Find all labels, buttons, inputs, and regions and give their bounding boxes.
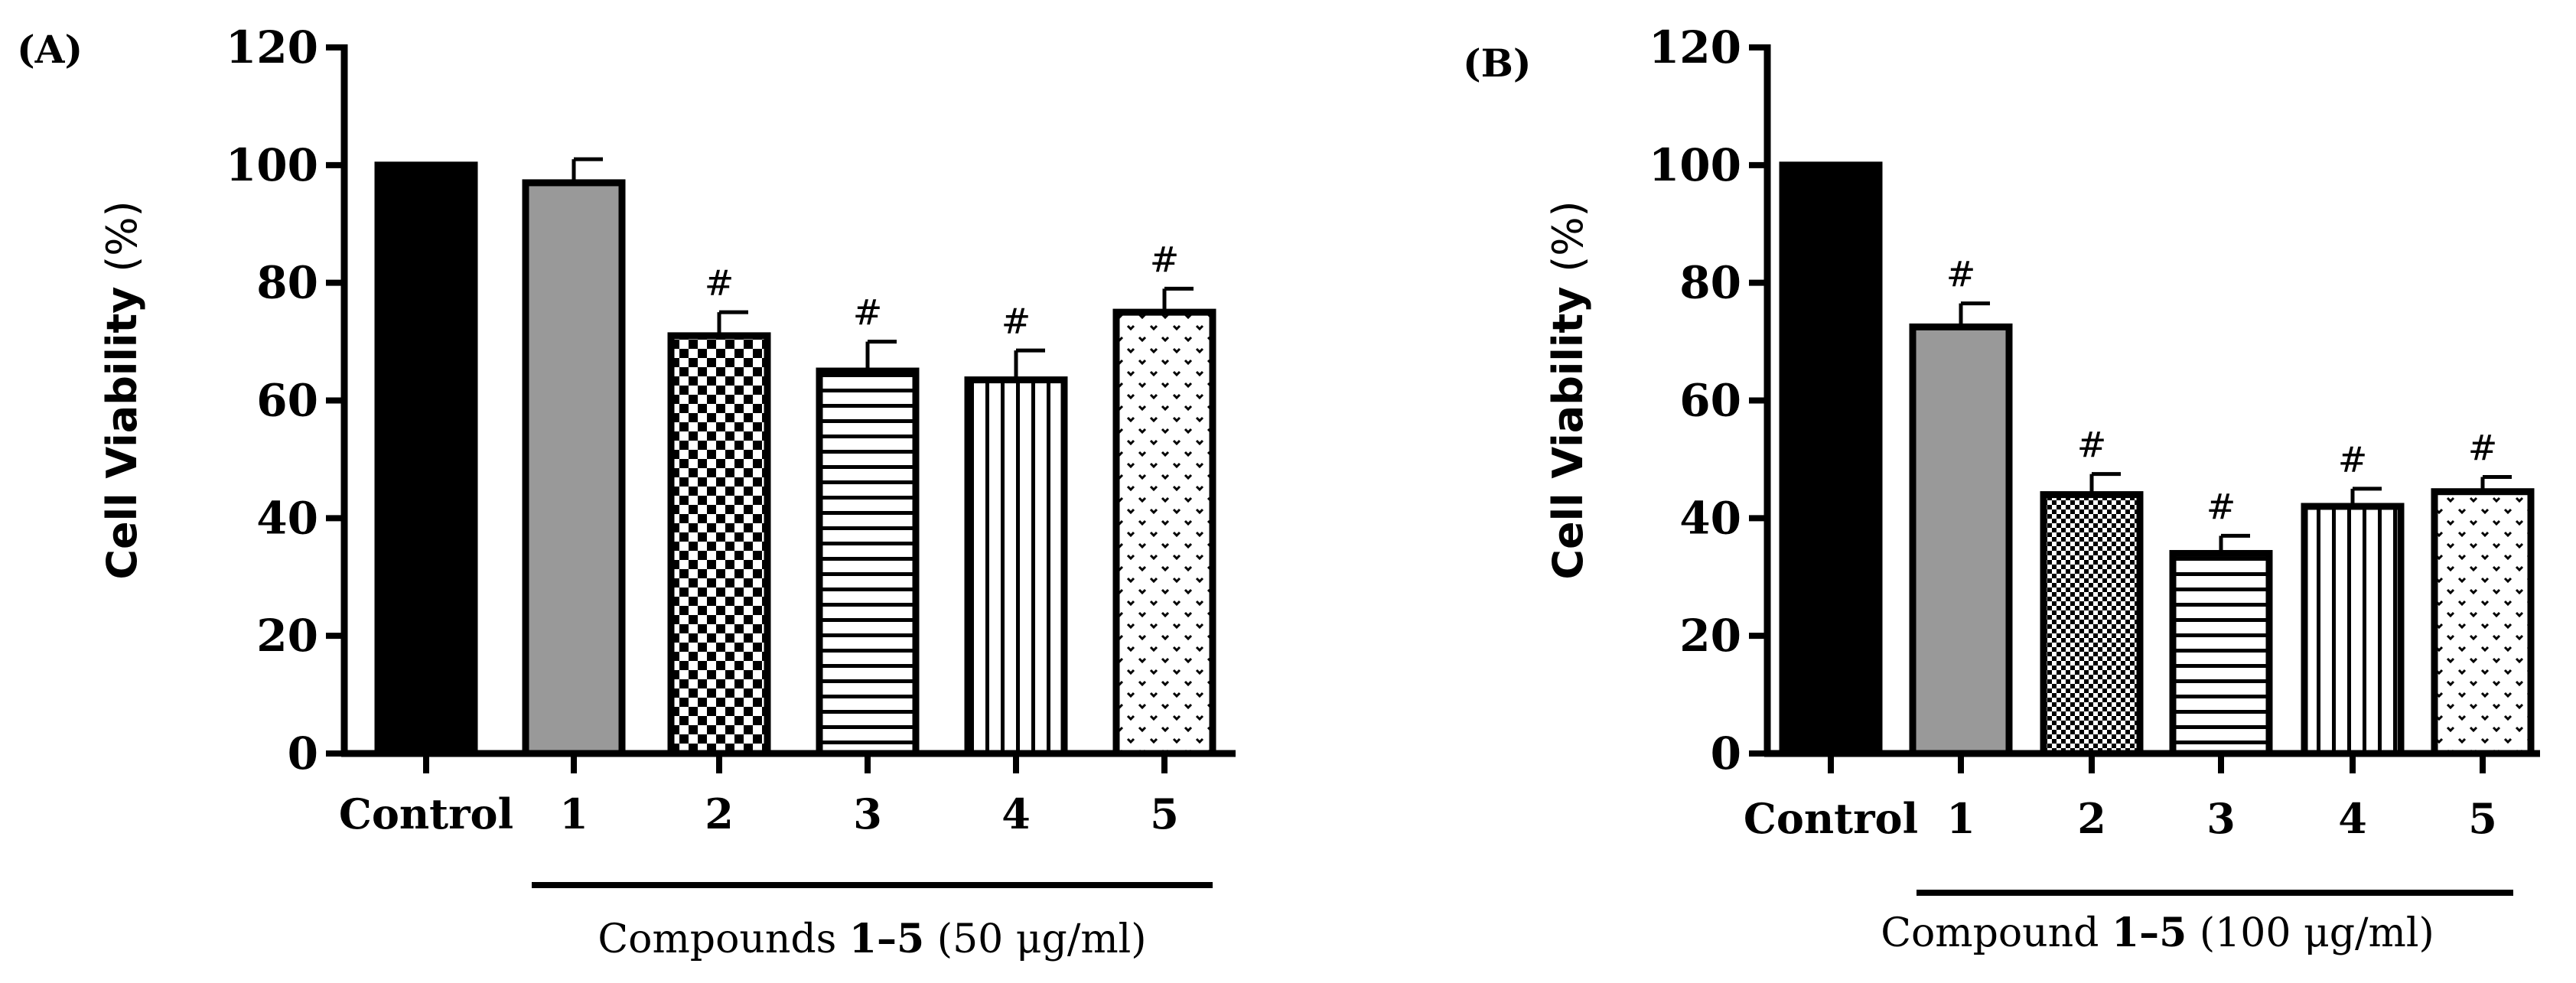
y-tick-label: 20 xyxy=(256,610,318,662)
y-tick-label: 60 xyxy=(1679,375,1741,427)
bar-2 xyxy=(2040,491,2144,757)
bracket-range: 1–5 xyxy=(2112,910,2187,956)
x-tick-label: 4 xyxy=(2338,794,2367,843)
bracket-suffix: (100 μg/ml) xyxy=(2187,910,2434,956)
x-tick-label: Control xyxy=(339,789,513,838)
x-tick-label: 3 xyxy=(853,789,882,838)
axes xyxy=(1763,44,2540,773)
x-tick-label: 1 xyxy=(1946,794,1975,843)
x-tick-label: 1 xyxy=(559,789,588,838)
bracket-prefix: Compound xyxy=(1881,910,2112,956)
bar-control xyxy=(1779,161,1883,757)
y-axis-label: Cell Viability (%) xyxy=(98,200,146,579)
y-axis-label-unit: (%) xyxy=(1544,200,1592,272)
bar-4 xyxy=(2301,503,2405,757)
y-axis-label-main: Cell Viability xyxy=(98,272,146,580)
bar-control xyxy=(374,161,478,757)
bars: # # # # # xyxy=(1779,161,2535,757)
y-tick-label: 0 xyxy=(1711,727,1741,780)
y-tick-label: 100 xyxy=(226,139,318,191)
y-tick-label: 100 xyxy=(1649,139,1741,191)
y-tick-label: 120 xyxy=(226,21,318,73)
panel-a: (A) Cell Viability (%) 0 20 40 60 80 100 120 #… xyxy=(17,21,1236,962)
y-tick-label: 80 xyxy=(256,257,318,309)
axes xyxy=(340,44,1236,773)
y-tick-label: 40 xyxy=(1679,492,1741,544)
y-ticks: 0 20 40 60 80 100 120 xyxy=(226,21,344,780)
bar-3 xyxy=(816,367,920,757)
y-tick-label: 20 xyxy=(1679,610,1741,662)
x-tick-label: 5 xyxy=(1150,789,1179,838)
bar-4 xyxy=(964,376,1068,757)
y-tick-label: 40 xyxy=(256,492,318,544)
y-axis-label-main: Cell Viability xyxy=(1544,272,1592,580)
bar-5 xyxy=(1112,308,1216,757)
group-bracket-label: Compound 1–5 (100 μg/ml) xyxy=(1881,910,2434,956)
y-axis-label-unit: (%) xyxy=(98,200,146,272)
bracket-range: 1–5 xyxy=(849,916,924,962)
y-tick-label: 0 xyxy=(288,727,318,780)
x-tick-labels: Control 1 2 3 4 5 xyxy=(339,789,1179,838)
significance-mark: # xyxy=(2206,486,2236,527)
x-tick-label: 3 xyxy=(2206,794,2236,843)
bar-1 xyxy=(1909,323,2013,757)
y-axis-label: Cell Viability (%) xyxy=(1544,200,1592,579)
significance-mark: # xyxy=(1150,239,1180,280)
significance-mark: # xyxy=(705,262,734,304)
y-tick-label: 80 xyxy=(1679,257,1741,309)
significance-mark: # xyxy=(1001,301,1031,342)
panel-label: (A) xyxy=(17,27,83,72)
y-tick-label: 120 xyxy=(1649,21,1741,73)
significance-mark: # xyxy=(1946,254,1976,295)
x-tick-label: 2 xyxy=(705,789,734,838)
bracket-suffix: (50 μg/ml) xyxy=(924,916,1146,962)
bar-2 xyxy=(667,332,771,757)
y-ticks: 0 20 40 60 80 100 120 xyxy=(1649,21,1767,780)
significance-mark: # xyxy=(853,292,883,334)
panel-b: (B) Cell Viability (%) 0 20 40 60 80 100 120 #… xyxy=(1463,21,2540,956)
bracket-prefix: Compounds xyxy=(598,916,848,962)
bars: # # # # xyxy=(374,157,1216,757)
significance-mark: # xyxy=(2077,425,2107,466)
significance-mark: # xyxy=(2468,427,2498,468)
x-tick-label: Control xyxy=(1744,794,1918,843)
y-tick-label: 60 xyxy=(256,375,318,427)
bar-3 xyxy=(2169,549,2273,757)
bar-5 xyxy=(2431,488,2535,757)
x-tick-labels: Control 1 2 3 4 5 xyxy=(1744,794,2497,843)
x-tick-label: 2 xyxy=(2077,794,2106,843)
panel-label: (B) xyxy=(1463,41,1532,86)
x-tick-label: 4 xyxy=(1001,789,1031,838)
bar-1 xyxy=(522,179,626,757)
group-bracket-label: Compounds 1–5 (50 μg/ml) xyxy=(598,916,1146,962)
significance-mark: # xyxy=(2338,439,2368,480)
x-tick-label: 5 xyxy=(2468,794,2497,843)
